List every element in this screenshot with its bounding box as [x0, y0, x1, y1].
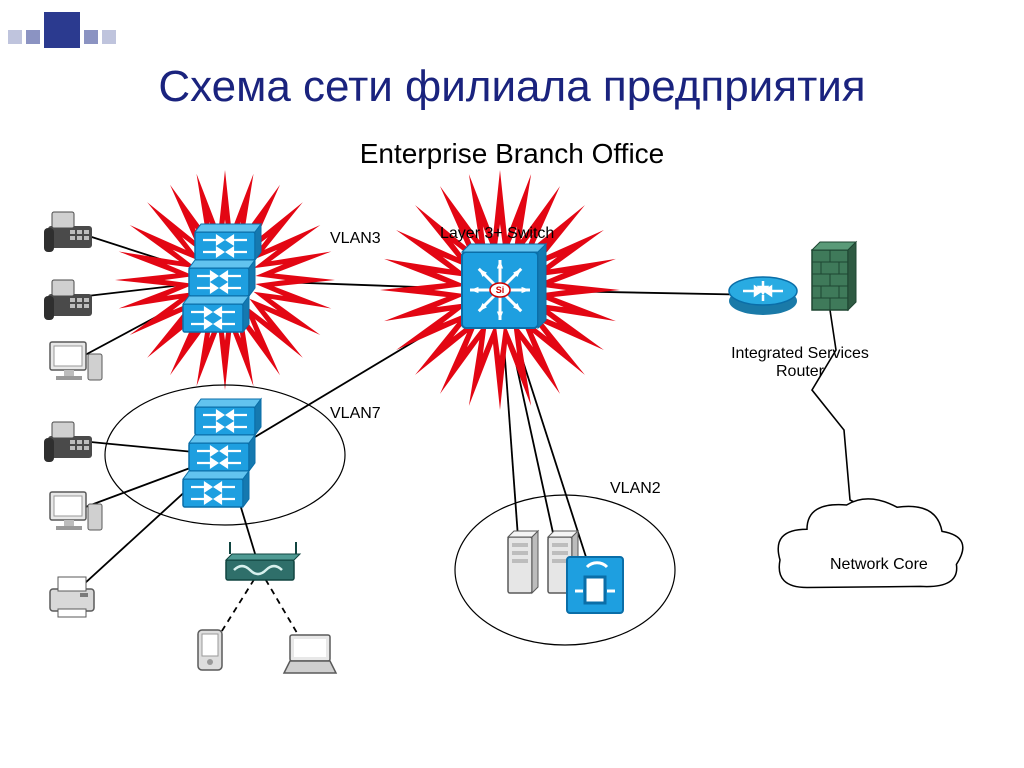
label-vlan3: VLAN3 — [330, 230, 381, 248]
label-l3switch: Layer 3+ Switch — [440, 225, 554, 243]
node-cloud — [778, 499, 963, 588]
node-phone3 — [44, 422, 92, 462]
node-sw_stack_b — [105, 385, 345, 525]
node-phone2 — [44, 280, 92, 320]
label-vlan7: VLAN7 — [330, 405, 381, 423]
node-pc2 — [50, 492, 102, 530]
node-phone1 — [44, 212, 92, 252]
diagram-canvas: Si — [0, 0, 1024, 768]
node-srv1 — [508, 531, 538, 593]
node-pc1 — [50, 342, 102, 380]
node-l3: Si — [380, 170, 620, 410]
label-core: Network Core — [830, 556, 928, 574]
node-sw_stack_a — [115, 170, 335, 390]
edge-fw-cloud — [812, 310, 870, 510]
node-pda — [198, 630, 222, 670]
node-printer — [50, 577, 94, 617]
svg-text:Si: Si — [496, 285, 505, 295]
node-ap — [226, 542, 300, 580]
node-isr — [729, 277, 797, 315]
node-fw — [812, 242, 856, 310]
label-isr: Integrated Services Router — [720, 345, 880, 381]
label-vlan2: VLAN2 — [610, 480, 661, 498]
node-voice_gw — [567, 557, 623, 613]
slide: Схема сети филиала предприятия Enterpris… — [0, 0, 1024, 768]
node-laptop — [284, 635, 336, 673]
